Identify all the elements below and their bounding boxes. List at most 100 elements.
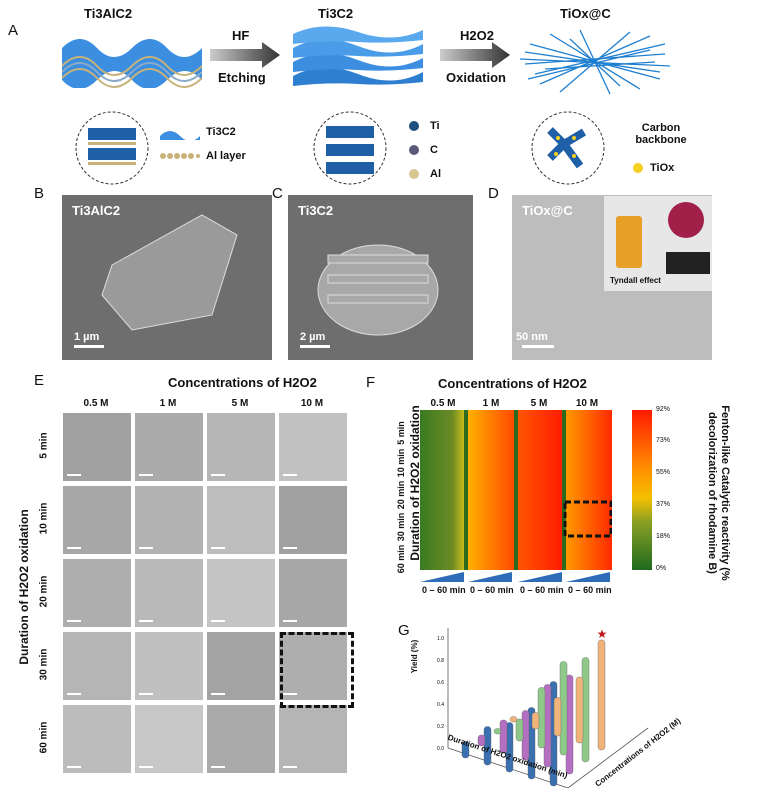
g-bar bbox=[509, 716, 518, 723]
g-bar bbox=[477, 734, 486, 747]
g-bar bbox=[515, 718, 524, 742]
g-ztick: 0.8 bbox=[437, 658, 444, 664]
g-bar bbox=[483, 726, 492, 766]
al-layer-legend-icon bbox=[160, 153, 200, 159]
e-row-3: 30 min bbox=[38, 648, 50, 681]
panel-f-header: Concentrations of H2O2 bbox=[438, 376, 587, 391]
e-col-0: 0.5 M bbox=[83, 398, 109, 409]
colorbar-label: Fenton-like Catalytic reactivity (% deco… bbox=[706, 405, 731, 581]
tiox-c-network-illustration bbox=[520, 29, 670, 95]
panel-label-e: E bbox=[34, 372, 45, 389]
tiox-particle-icon bbox=[633, 163, 643, 173]
scale-bar-c bbox=[300, 345, 330, 348]
colorbar bbox=[632, 410, 652, 570]
panel-label-f: F bbox=[366, 374, 376, 391]
tem-cell bbox=[62, 631, 132, 701]
tem-scale-bar bbox=[139, 693, 153, 695]
ti3c2-sheets-illustration bbox=[293, 26, 423, 86]
tem-cell bbox=[134, 485, 204, 555]
panel-label-d: D bbox=[488, 185, 499, 202]
scale-text-c: 2 µm bbox=[300, 331, 326, 343]
panel-label-b: B bbox=[34, 185, 45, 202]
legend-tiox: TiOx bbox=[650, 162, 675, 174]
tem-scale-bar bbox=[139, 620, 153, 622]
ti3alc2-zoom-circle bbox=[75, 111, 149, 185]
scale-text-b: 1 µm bbox=[74, 331, 100, 343]
tem-cell bbox=[206, 558, 276, 628]
panel-e-header: Concentrations of H2O2 bbox=[168, 375, 317, 390]
tyndall-effect-label: Tyndall effect bbox=[610, 276, 661, 285]
heat-col-3 bbox=[566, 410, 612, 570]
tem-scale-bar bbox=[283, 620, 297, 622]
e-row-4: 60 min bbox=[38, 721, 50, 754]
cb-tick-0: 92% bbox=[656, 406, 671, 413]
f-col-2: 5 M bbox=[530, 398, 548, 409]
legend-al-layer: Al layer bbox=[206, 150, 246, 162]
e-row-2: 20 min bbox=[38, 575, 50, 608]
c-atom-icon bbox=[409, 145, 419, 155]
ti3c2-legend-icon bbox=[160, 131, 200, 140]
f-xticks-0: 0 – 60 min bbox=[422, 585, 466, 595]
g-bar bbox=[553, 697, 562, 737]
e-row-1: 10 min bbox=[38, 502, 50, 535]
f-xticks-2: 0 – 60 min bbox=[520, 585, 564, 595]
ti3c2-zoom-circle bbox=[313, 111, 387, 185]
g-ztick: 1.0 bbox=[437, 636, 444, 642]
scale-text-d: 50 nm bbox=[516, 331, 548, 343]
g-star-marker: ★ bbox=[597, 627, 608, 641]
g-ztick: 0.4 bbox=[437, 702, 444, 708]
f-time-wedges bbox=[420, 572, 610, 582]
cb-tick-3: 37% bbox=[656, 501, 671, 508]
tem-scale-bar bbox=[211, 766, 225, 768]
panel-label-g: G bbox=[398, 622, 410, 639]
g-bar bbox=[499, 719, 508, 754]
f-yticks: 5 min 10 min 20 min 30 min 60 min bbox=[381, 420, 421, 573]
f-xticks-3: 0 – 60 min bbox=[568, 585, 612, 595]
tem-cell bbox=[278, 558, 348, 628]
g-zlabel: Yield (%) bbox=[410, 639, 420, 674]
tem-cell bbox=[134, 631, 204, 701]
tem-cell bbox=[278, 412, 348, 482]
tem-cell bbox=[134, 412, 204, 482]
panel-label-c: C bbox=[272, 185, 283, 202]
g-bar bbox=[575, 676, 584, 744]
tem-cell bbox=[134, 704, 204, 774]
legend-c: C bbox=[430, 144, 438, 156]
sem-image-ti3alc2 bbox=[62, 195, 272, 360]
f-col-3: 10 M bbox=[575, 398, 599, 409]
e-col-1: 1 M bbox=[159, 398, 177, 409]
heat-col-0 bbox=[420, 410, 466, 570]
tem-scale-bar bbox=[139, 766, 153, 768]
panel-label-a: A bbox=[8, 22, 19, 39]
al-atom-icon bbox=[409, 169, 419, 179]
f-col-0: 0.5 M bbox=[430, 398, 456, 409]
heatmap bbox=[420, 410, 612, 570]
tem-cell bbox=[62, 412, 132, 482]
sem-label-ti3c2: Ti3C2 bbox=[298, 203, 334, 218]
tem-cell bbox=[278, 485, 348, 555]
tem-scale-bar bbox=[67, 620, 81, 622]
g-axis-line bbox=[567, 727, 649, 788]
f-col-1: 1 M bbox=[482, 398, 500, 409]
h2o2-arrow-label: H2O2 bbox=[460, 28, 494, 43]
tem-scale-bar bbox=[211, 547, 225, 549]
tiox-c-title: TiOx@C bbox=[560, 6, 611, 21]
laser-device-icon bbox=[666, 252, 710, 274]
legend-ti: Ti bbox=[430, 120, 440, 132]
oxidation-label: Oxidation bbox=[446, 70, 506, 85]
scale-bar-d bbox=[522, 345, 554, 348]
g-bar bbox=[531, 712, 540, 730]
cb-tick-5: 0% bbox=[656, 565, 667, 572]
sem-label-ti3alc2: Ti3AlC2 bbox=[72, 203, 121, 218]
tem-cell bbox=[206, 631, 276, 701]
tem-scale-bar bbox=[283, 547, 297, 549]
tem-cell bbox=[62, 485, 132, 555]
tyndall-photo-inset bbox=[604, 196, 712, 291]
cb-tick-1: 73% bbox=[656, 437, 671, 444]
tem-scale-bar bbox=[283, 474, 297, 476]
tem-scale-bar bbox=[283, 693, 297, 695]
tem-scale-bar bbox=[67, 547, 81, 549]
tem-scale-bar bbox=[283, 766, 297, 768]
tem-cell bbox=[206, 412, 276, 482]
ti3c2-title: Ti3C2 bbox=[318, 6, 354, 21]
